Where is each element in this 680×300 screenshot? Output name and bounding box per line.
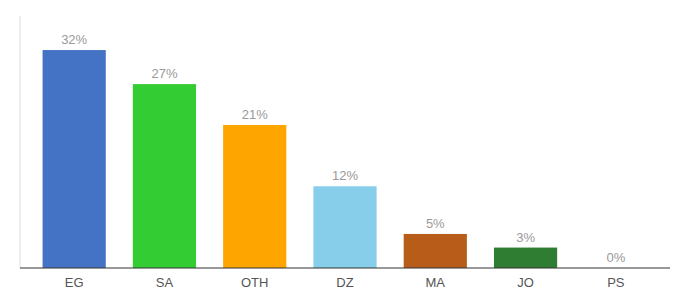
- x-tick-label: PS: [607, 275, 625, 290]
- bar: [43, 50, 106, 268]
- data-label: 0%: [606, 250, 625, 265]
- data-label: 5%: [426, 216, 445, 231]
- x-tick-label: EG: [65, 275, 84, 290]
- bar: [404, 234, 467, 268]
- data-labels: 32% 27% 21% 12% 5% 3% 0%: [61, 32, 626, 265]
- bar: [494, 248, 557, 268]
- data-label: 3%: [516, 230, 535, 245]
- bar: [133, 84, 196, 268]
- x-axis-line: [20, 267, 670, 268]
- data-label: 21%: [242, 107, 268, 122]
- bars: [43, 50, 558, 268]
- x-tick-label: MA: [426, 275, 446, 290]
- data-label: 32%: [61, 32, 87, 47]
- y-range-line: [20, 16, 21, 268]
- x-tick-label: DZ: [336, 275, 353, 290]
- x-tick-label: OTH: [241, 275, 268, 290]
- x-tick-label: JO: [517, 275, 534, 290]
- data-label: 27%: [151, 66, 177, 81]
- bar: [313, 186, 376, 268]
- x-tick-labels: EG SA OTH DZ MA JO PS: [65, 275, 625, 290]
- x-tick-label: SA: [156, 275, 174, 290]
- data-label: 12%: [332, 168, 358, 183]
- bar: [223, 125, 286, 268]
- chart: 32% 27% 21% 12% 5% 3% 0% EG SA OTH DZ MA JO PS: [0, 0, 680, 300]
- chart-container: 32% 27% 21% 12% 5% 3% 0% EG SA OTH DZ MA JO PS: [0, 0, 680, 300]
